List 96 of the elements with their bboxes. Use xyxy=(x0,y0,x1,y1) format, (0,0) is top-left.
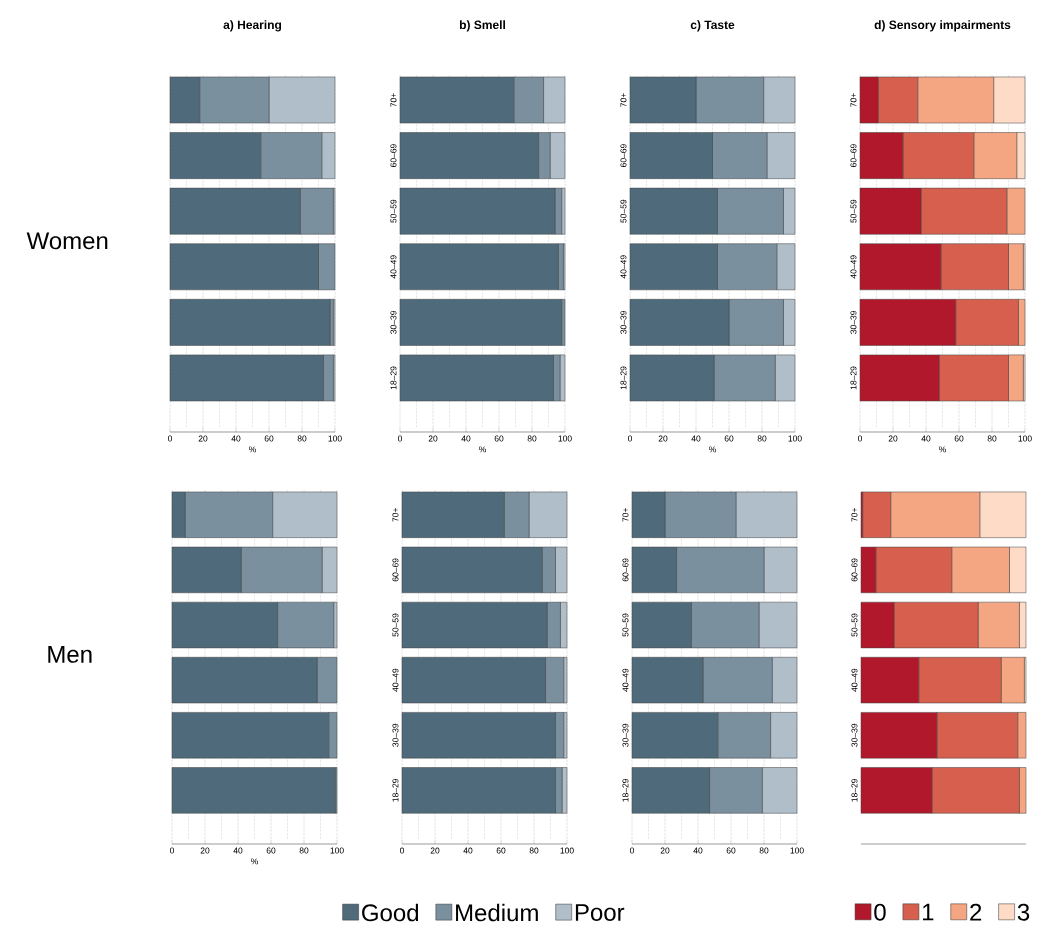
legend-label: 0 xyxy=(874,903,886,921)
y-tick-label: 50–59 xyxy=(851,613,858,637)
x-tick-label: 40 xyxy=(463,847,473,854)
y-tick-label: 70+ xyxy=(620,93,627,107)
legend-label: Medium xyxy=(456,903,538,922)
x-axis-title: % xyxy=(939,446,946,453)
y-tick-label: 60–69 xyxy=(850,144,857,167)
x-tick-label: 80 xyxy=(527,435,537,442)
y-tick-label: 60–69 xyxy=(622,558,629,582)
x-tick-label: 80 xyxy=(297,435,307,442)
y-tick-label: 18–29 xyxy=(622,778,629,802)
x-tick-label: 40 xyxy=(233,847,243,854)
y-tick-label: 40–49 xyxy=(390,255,397,279)
x-tick-label: 0 xyxy=(629,847,635,854)
chart-title: a) Hearing xyxy=(223,20,282,32)
y-tick-label: 40–49 xyxy=(851,668,858,692)
y-tick-label: 30–39 xyxy=(622,723,629,747)
x-tick-label: 80 xyxy=(759,847,769,854)
x-tick-label: 0 xyxy=(857,435,863,442)
y-tick-label: 30–39 xyxy=(390,310,397,334)
x-axis-title: % xyxy=(709,446,716,453)
y-tick-label: 30–39 xyxy=(850,310,857,334)
chart-title: c) Taste xyxy=(690,20,735,32)
x-tick-label: 100 xyxy=(1018,435,1032,442)
x-tick-label: 100 xyxy=(330,847,344,854)
x-tick-label: 80 xyxy=(757,435,767,442)
y-tick-label: 60–69 xyxy=(851,558,858,582)
x-tick-label: 100 xyxy=(328,435,342,442)
x-tick-label: 60 xyxy=(494,435,504,442)
x-tick-label: 40 xyxy=(691,435,701,442)
x-tick-label: 0 xyxy=(397,435,403,442)
y-tick-label: 18–29 xyxy=(850,366,857,390)
x-tick-label: 100 xyxy=(560,847,574,854)
x-tick-label: 20 xyxy=(428,435,438,442)
y-tick-label: 70+ xyxy=(390,93,397,107)
x-tick-label: 20 xyxy=(430,847,440,854)
y-tick-label: 40–49 xyxy=(620,255,627,279)
y-tick-label: 18–29 xyxy=(851,778,858,802)
x-tick-label: 40 xyxy=(921,435,931,442)
y-tick-label: 70+ xyxy=(622,508,629,522)
y-tick-label: 18–29 xyxy=(620,366,627,390)
x-axis-title: % xyxy=(251,858,258,865)
legend-label: Poor xyxy=(575,904,625,921)
text: Men xyxy=(48,646,92,663)
x-tick-label: 100 xyxy=(558,435,572,442)
x-tick-label: 100 xyxy=(788,435,802,442)
y-tick-label: 30–39 xyxy=(851,723,858,747)
y-tick-label: 50–59 xyxy=(850,199,857,223)
x-tick-label: 80 xyxy=(987,435,997,442)
x-tick-label: 0 xyxy=(167,435,173,442)
x-tick-label: 60 xyxy=(724,435,734,442)
y-tick-label: 70+ xyxy=(392,508,399,522)
x-tick-label: 40 xyxy=(693,847,703,854)
y-tick-label: 50–59 xyxy=(620,199,627,223)
x-tick-label: 100 xyxy=(790,847,804,854)
x-tick-label: 20 xyxy=(888,435,898,442)
x-tick-label: 40 xyxy=(231,435,241,442)
x-tick-label: 60 xyxy=(726,847,736,854)
legend-label: 3 xyxy=(1017,903,1030,921)
y-tick-label: 40–49 xyxy=(850,255,857,279)
legend-label: 1 xyxy=(923,903,934,921)
chart-title: b) Smell xyxy=(459,20,505,32)
y-tick-label: 60–69 xyxy=(392,558,399,582)
y-tick-label: 30–39 xyxy=(392,723,399,747)
x-tick-label: 60 xyxy=(496,847,506,854)
legend-label: 2 xyxy=(970,903,982,921)
legend-label: Good xyxy=(362,903,419,922)
x-tick-label: 20 xyxy=(200,847,210,854)
x-tick-label: 80 xyxy=(299,847,309,854)
x-tick-label: 0 xyxy=(169,847,175,854)
x-tick-label: 0 xyxy=(399,847,405,854)
x-tick-label: 0 xyxy=(627,435,633,442)
y-tick-label: 60–69 xyxy=(620,144,627,167)
y-tick-label: 50–59 xyxy=(390,199,397,223)
x-tick-label: 40 xyxy=(461,435,471,442)
x-tick-label: 60 xyxy=(266,847,276,854)
y-tick-label: 18–29 xyxy=(392,778,399,802)
x-tick-label: 60 xyxy=(954,435,964,442)
x-tick-label: 20 xyxy=(658,435,668,442)
x-tick-label: 20 xyxy=(660,847,670,854)
x-tick-label: 60 xyxy=(264,435,274,442)
y-tick-label: 40–49 xyxy=(392,668,399,692)
x-axis-title: % xyxy=(479,446,486,453)
y-tick-label: 18–29 xyxy=(390,366,397,390)
y-tick-label: 70+ xyxy=(850,93,857,107)
x-axis-title: % xyxy=(249,446,256,453)
y-tick-label: 50–59 xyxy=(622,613,629,637)
y-tick-label: 60–69 xyxy=(390,144,397,167)
y-tick-label: 70+ xyxy=(851,508,858,522)
text: Women xyxy=(26,232,108,250)
y-tick-label: 30–39 xyxy=(620,310,627,334)
y-tick-label: 40–49 xyxy=(622,668,629,692)
chart-title: d) Sensory impairments xyxy=(874,20,1011,32)
y-tick-label: 50–59 xyxy=(392,613,399,637)
x-tick-label: 20 xyxy=(198,435,208,442)
x-tick-label: 80 xyxy=(529,847,539,854)
